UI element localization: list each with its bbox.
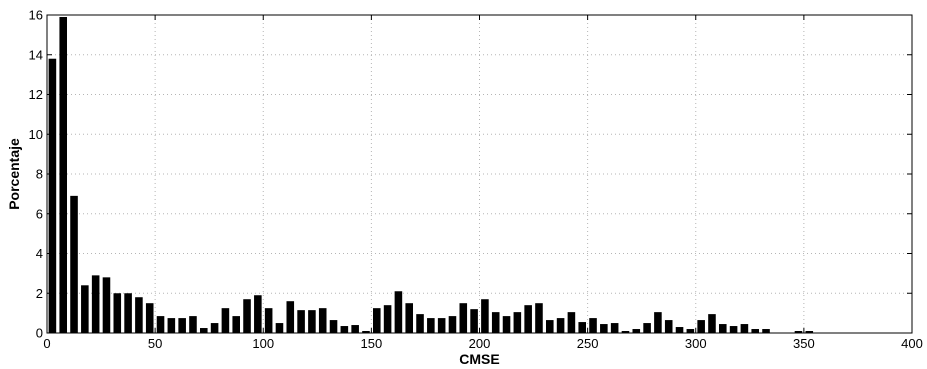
bars (48, 16, 814, 334)
x-tick-label: 300 (685, 336, 707, 351)
bar (567, 312, 576, 333)
bar (708, 314, 716, 333)
bar (210, 323, 219, 333)
bar (589, 318, 597, 333)
bar (686, 329, 695, 333)
y-tick-label: 12 (29, 87, 43, 102)
bar (621, 331, 630, 333)
bar (275, 323, 284, 333)
x-tick-label: 50 (148, 336, 162, 351)
y-tick-label: 4 (36, 246, 43, 261)
bar (491, 312, 500, 333)
gridlines (47, 15, 912, 333)
bar (805, 331, 814, 333)
bar (286, 301, 295, 333)
y-tick-label: 10 (29, 127, 43, 142)
ticks: 0 50 100 150 200 250 300 350 400 0 2 4 6 8 10 12 14 16 (29, 8, 923, 352)
x-tick-label: 200 (469, 336, 491, 351)
bar (762, 329, 770, 333)
bar (794, 331, 803, 333)
bar (199, 328, 208, 333)
bar (751, 329, 760, 333)
x-axis-label: CMSE (459, 351, 499, 367)
y-tick-label: 2 (36, 286, 43, 301)
bar (654, 312, 662, 333)
bar (664, 320, 673, 333)
bar (113, 293, 122, 333)
y-axis-label: Porcentaje (6, 138, 22, 210)
bar (643, 323, 651, 333)
x-tick-label: 100 (252, 336, 274, 351)
x-tick-label: 0 (43, 336, 50, 351)
bar (513, 312, 522, 333)
y-tick-label: 0 (36, 326, 43, 341)
bar (318, 308, 327, 333)
bar (535, 303, 543, 333)
bar (70, 195, 78, 333)
bar (405, 303, 414, 333)
bar (102, 277, 111, 333)
bar (135, 297, 143, 333)
bar (243, 299, 251, 333)
bar (167, 318, 176, 333)
bar (329, 320, 338, 333)
bar (264, 308, 273, 333)
bar (578, 322, 587, 333)
y-tick-label: 6 (36, 206, 43, 221)
bar (600, 324, 608, 333)
bar (675, 327, 684, 333)
bar (394, 291, 403, 333)
bar (632, 329, 641, 333)
bar (697, 320, 705, 333)
bar (156, 316, 165, 333)
bar (459, 303, 468, 333)
bar (81, 285, 89, 333)
bar (718, 324, 727, 333)
bar (372, 308, 381, 333)
bar (383, 305, 392, 333)
bar (145, 303, 154, 333)
bar (308, 310, 316, 333)
x-tick-label: 150 (361, 336, 383, 351)
bar (189, 316, 197, 333)
bar (124, 293, 132, 333)
bar (48, 58, 57, 333)
bar (437, 318, 446, 333)
bar (524, 305, 532, 333)
bar (729, 326, 738, 333)
bar (297, 310, 305, 333)
y-tick-label: 14 (29, 47, 43, 62)
bar (545, 320, 554, 333)
bar (427, 318, 435, 333)
bar (470, 309, 478, 333)
x-tick-label: 350 (793, 336, 815, 351)
bar (610, 323, 619, 333)
bar (481, 299, 489, 333)
bar (362, 331, 370, 333)
bar (221, 308, 230, 333)
bar (740, 324, 749, 333)
y-tick-label: 8 (36, 167, 43, 182)
bar (556, 318, 565, 333)
y-tick-label: 16 (29, 8, 43, 23)
bar (502, 316, 511, 333)
bar (232, 316, 241, 333)
x-tick-label: 400 (901, 336, 923, 351)
bar (416, 314, 424, 333)
bar (448, 316, 457, 333)
x-tick-label: 250 (577, 336, 599, 351)
bar (254, 295, 262, 333)
bar (91, 275, 100, 333)
bar (59, 16, 68, 334)
bar (178, 318, 186, 333)
bar (340, 326, 349, 333)
bar (351, 325, 359, 333)
